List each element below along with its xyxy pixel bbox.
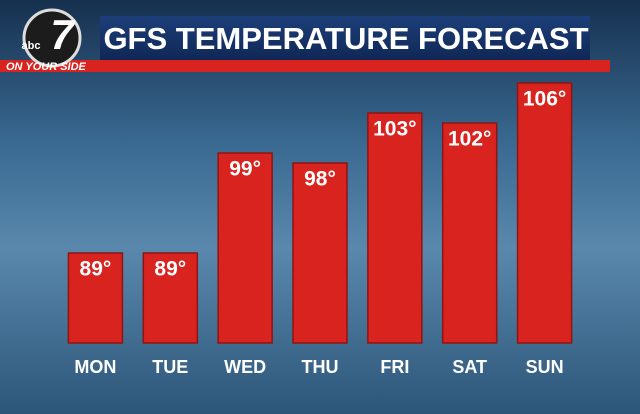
logo-slogan: ON YOUR SIDE	[6, 61, 87, 73]
bar	[142, 252, 199, 344]
bar	[516, 82, 573, 344]
x-tick-label: SUN	[526, 357, 564, 377]
value-label: 98°	[304, 168, 336, 191]
x-tick-label: TUE	[152, 357, 188, 377]
bar	[367, 112, 423, 344]
value-label: 102°	[448, 128, 491, 151]
x-tick-label: MON	[74, 357, 116, 377]
bar	[67, 252, 124, 344]
x-tick-label: WED	[224, 357, 266, 377]
x-tick-label: THU	[302, 357, 339, 377]
bar	[217, 152, 273, 344]
value-label: 89°	[80, 258, 112, 281]
logo-channel: 7	[50, 11, 75, 58]
x-tick-label: FRI	[380, 357, 409, 377]
value-label: 103°	[373, 118, 416, 141]
red-stripe	[0, 60, 610, 72]
logo-network: abc	[22, 40, 41, 52]
value-label: 99°	[229, 158, 261, 181]
value-label: 106°	[523, 88, 566, 111]
bar	[292, 162, 348, 344]
logo-circle	[22, 8, 82, 68]
chart-title: GFS TEMPERATURE FORECAST	[103, 21, 588, 56]
bar	[441, 122, 498, 344]
x-tick-label: SAT	[452, 357, 487, 377]
value-label: 89°	[154, 258, 186, 281]
title-banner	[100, 16, 590, 62]
